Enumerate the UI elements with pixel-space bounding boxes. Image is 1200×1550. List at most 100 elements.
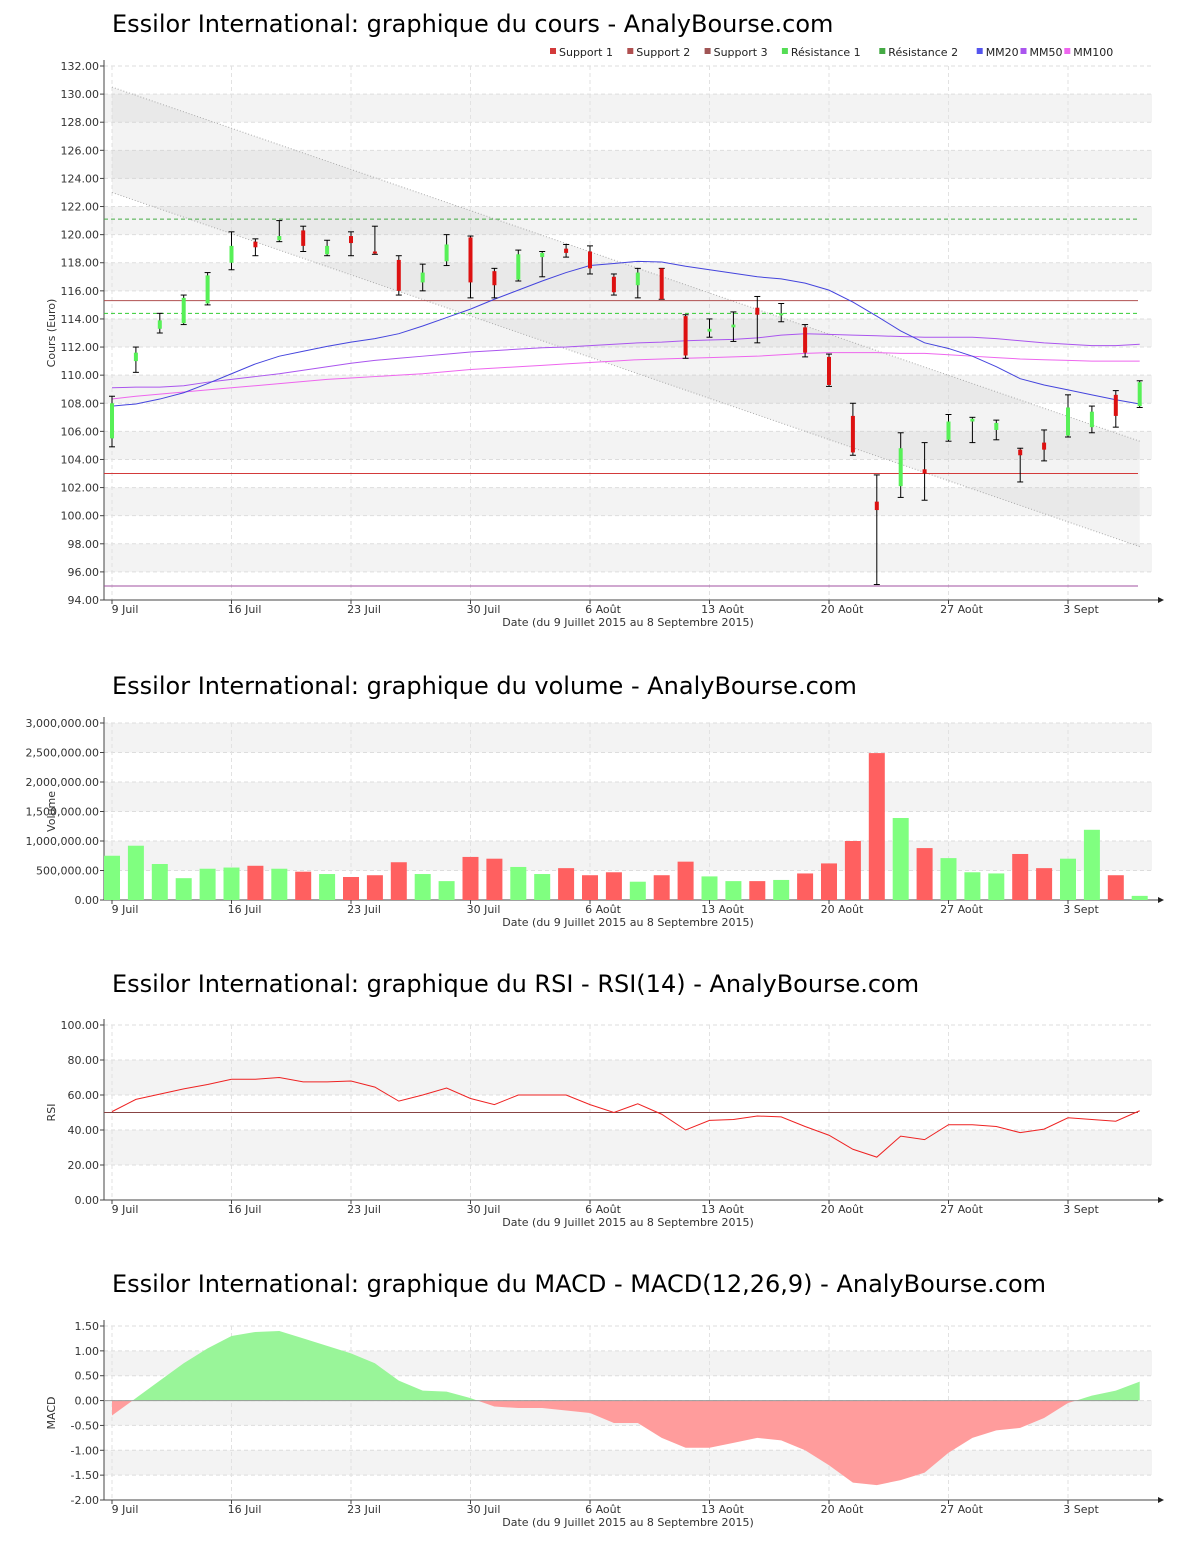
y-tick-label: 114.00: [61, 313, 100, 326]
candle-body: [229, 245, 234, 263]
y-tick-label: 122.00: [61, 201, 100, 214]
volume-bar: [199, 868, 216, 900]
x-tick-label: 27 Août: [940, 903, 984, 916]
x-tick-label: 13 Août: [701, 1503, 745, 1516]
y-tick-label: -1.50: [71, 1469, 99, 1482]
x-tick-label: 27 Août: [940, 1503, 984, 1516]
x-axis-label: Date (du 9 Juillet 2015 au 8 Septembre 2…: [502, 1216, 754, 1229]
candle-body: [325, 245, 330, 255]
grid-band: [104, 543, 1152, 572]
candle-body: [946, 421, 951, 440]
x-axis-arrow: [1158, 1197, 1164, 1203]
grid-band: [104, 487, 1152, 516]
volume-bar: [558, 868, 575, 900]
mm100-line: [111, 352, 1140, 400]
y-tick-label: 80.00: [68, 1054, 100, 1067]
y-tick-label: 1,000,000.00: [26, 835, 99, 848]
candle-body: [253, 241, 258, 248]
candle-body: [516, 254, 521, 280]
candle-body: [1089, 411, 1094, 428]
legend-swatch: [976, 48, 983, 54]
grid-band: [104, 262, 1152, 291]
y-tick-label: 130.00: [61, 88, 100, 101]
y-axis-label: RSI: [45, 1104, 58, 1122]
candle-body: [850, 415, 855, 453]
price-panel: Essilor International: graphique du cour…: [0, 0, 1200, 640]
macd-negative-area: [477, 1400, 1076, 1486]
y-tick-label: 1,500,000.00: [26, 806, 99, 819]
volume-bar: [701, 876, 718, 900]
y-axis-label: Volume: [45, 791, 58, 832]
volume-bar: [844, 841, 861, 900]
grid-band: [104, 1450, 1152, 1476]
candle-body: [444, 244, 449, 262]
mm20-line: [111, 260, 1140, 407]
y-tick-label: 94.00: [68, 594, 100, 607]
volume-bar: [773, 879, 790, 900]
y-tick-label: 110.00: [61, 369, 100, 382]
macd-positive-area: [1075, 1381, 1140, 1401]
y-tick-label: -1.00: [71, 1444, 99, 1457]
x-tick-label: 6 Août: [585, 603, 622, 616]
y-tick-label: 1.00: [75, 1345, 100, 1358]
x-axis-arrow: [1158, 1497, 1164, 1503]
volume-bar: [940, 858, 957, 900]
volume-bar: [127, 845, 144, 900]
trend-channel: [112, 87, 1140, 547]
candle-body: [396, 259, 401, 291]
x-tick-label: 6 Août: [585, 1503, 622, 1516]
y-tick-label: 126.00: [61, 144, 100, 157]
legend-label: Support 2: [636, 46, 690, 59]
rsi-chart-title: Essilor International: graphique du RSI …: [112, 970, 920, 998]
y-tick-label: 112.00: [61, 341, 100, 354]
candle-body: [588, 251, 592, 269]
candle-body: [205, 275, 210, 304]
legend-swatch: [781, 48, 788, 54]
candle-body: [898, 448, 903, 487]
y-tick-label: 0.50: [75, 1370, 100, 1383]
x-tick-label: 13 Août: [701, 1203, 745, 1216]
candle-body: [874, 501, 879, 511]
grid-band: [104, 318, 1152, 348]
y-tick-label: 40.00: [68, 1124, 100, 1137]
candle-body: [659, 268, 664, 300]
legend-swatch: [1064, 48, 1071, 54]
trend-channel-upper: [111, 86, 1140, 442]
volume-chart: 0.00 500,000.00 1,000,000.00 1,500,000.00 2,…: [26, 717, 1164, 929]
y-axis-label: MACD: [45, 1397, 58, 1430]
x-tick-label: 30 Juil: [467, 1503, 501, 1516]
volume-bar: [821, 863, 837, 900]
candle-body: [540, 252, 545, 258]
volume-bar: [438, 881, 455, 900]
y-tick-label: 100.00: [61, 510, 100, 523]
trend-channel-lower: [111, 192, 1140, 548]
volume-bar: [964, 872, 981, 900]
x-tick-label: 13 Août: [701, 903, 745, 916]
x-tick-label: 6 Août: [585, 1203, 622, 1216]
volume-bar: [605, 872, 622, 900]
x-tick-label: 13 Août: [701, 603, 745, 616]
candle-body: [803, 327, 808, 353]
x-tick-label: 9 Juil: [112, 603, 139, 616]
x-tick-label: 27 Août: [940, 603, 984, 616]
macd-chart-title: Essilor International: graphique du MACD…: [112, 1270, 1047, 1298]
volume-bar: [797, 873, 814, 900]
legend-swatch: [879, 48, 886, 54]
y-tick-label: 20.00: [68, 1159, 100, 1172]
volume-chart-title: Essilor International: graphique du volu…: [112, 672, 857, 700]
y-tick-label: -0.50: [71, 1419, 99, 1432]
candle-body: [564, 248, 569, 253]
legend-swatch: [704, 48, 711, 54]
grid-band: [104, 782, 1152, 812]
mm50-line: [111, 333, 1140, 389]
candle-body: [635, 272, 640, 286]
x-tick-label: 16 Juil: [228, 903, 262, 916]
volume-bar: [629, 881, 646, 900]
volume-bar: [725, 881, 742, 900]
x-tick-label: 16 Juil: [228, 1503, 262, 1516]
candle-body: [683, 316, 688, 356]
candle-body: [277, 236, 282, 241]
volume-bar: [1083, 829, 1100, 900]
y-tick-label: 3,000,000.00: [26, 717, 99, 730]
candle-body: [707, 328, 712, 332]
